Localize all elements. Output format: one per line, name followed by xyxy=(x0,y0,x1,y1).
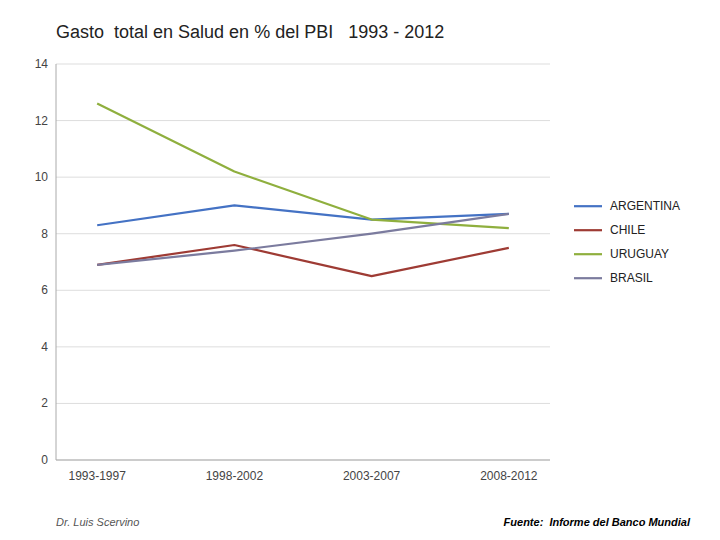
x-axis-line xyxy=(56,460,550,461)
y-tick-label: 0 xyxy=(41,453,48,467)
y-grid: 0 2 4 6 8 10 12 14 xyxy=(35,57,550,467)
grid-line xyxy=(56,64,550,65)
legend-swatch xyxy=(574,229,602,231)
y-tick-label: 10 xyxy=(35,170,49,184)
y-tick-label: 4 xyxy=(41,340,48,354)
y-tick-label: 6 xyxy=(41,283,48,297)
chart-svg: Gasto total en Salud en % del PBI 1993 -… xyxy=(0,0,720,540)
title: Gasto total en Salud en % del PBI 1993 -… xyxy=(56,22,444,42)
y-axis-line xyxy=(56,64,57,460)
grid-line xyxy=(56,233,550,234)
series-group xyxy=(97,104,509,277)
footer-left: Dr. Luis Scervino xyxy=(56,516,139,528)
grid-line xyxy=(56,290,550,291)
legend-swatch xyxy=(574,205,602,207)
series-line xyxy=(97,104,509,228)
x-tick-label: 2008-2012 xyxy=(480,469,538,483)
grid-line xyxy=(56,177,550,178)
grid-line xyxy=(56,346,550,347)
x-tick-label: 2003-2007 xyxy=(343,469,401,483)
footer-right: Fuente: Informe del Banco Mundial xyxy=(504,516,691,528)
legend-label: URUGUAY xyxy=(610,247,669,261)
x-tick-label: 1998-2002 xyxy=(206,469,264,483)
legend-label: ARGENTINA xyxy=(610,199,680,213)
grid-line xyxy=(56,403,550,404)
legend: ARGENTINA CHILE URUGUAY BRASIL xyxy=(574,199,680,285)
legend-label: BRASIL xyxy=(610,271,653,285)
series-line xyxy=(97,214,509,265)
legend-swatch xyxy=(574,253,602,255)
grid-line xyxy=(56,460,550,461)
x-tick-label: 1993-1997 xyxy=(68,469,126,483)
y-tick-label: 12 xyxy=(35,114,49,128)
y-tick-label: 8 xyxy=(41,227,48,241)
chart-container: Gasto total en Salud en % del PBI 1993 -… xyxy=(0,0,720,540)
x-axis: 1993-1997 1998-2002 2003-2007 2008-2012 xyxy=(68,469,537,483)
legend-label: CHILE xyxy=(610,223,645,237)
series-line xyxy=(97,245,509,276)
y-tick-label: 14 xyxy=(35,57,49,71)
legend-swatch xyxy=(574,277,602,279)
y-tick-label: 2 xyxy=(41,396,48,410)
